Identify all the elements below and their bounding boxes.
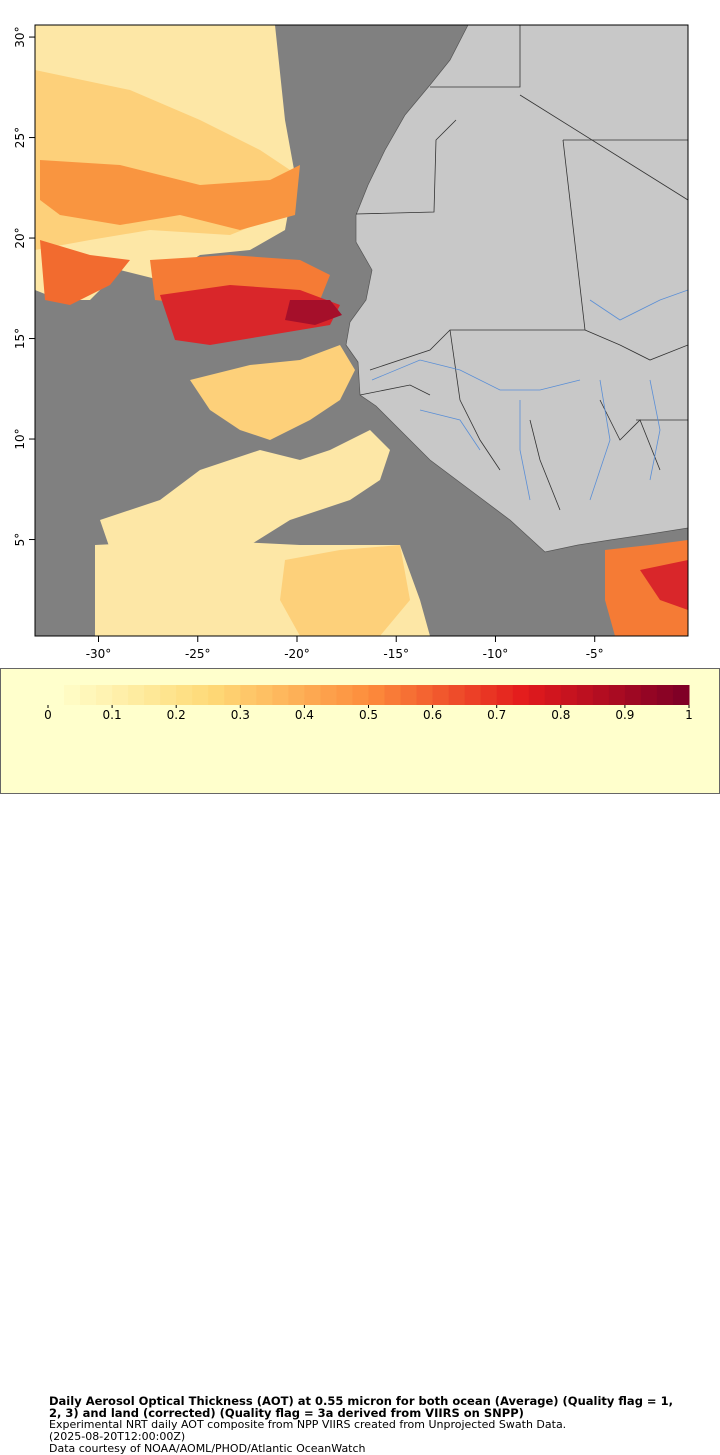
colorbar-cell <box>384 685 402 705</box>
y-tick-label: 10° <box>13 428 27 449</box>
colorbar-cell <box>480 685 498 705</box>
colorbar-cell <box>128 685 145 705</box>
caption-title: 2, 3) and land (corrected) (Quality flag… <box>49 1406 524 1420</box>
colorbar-cell <box>96 685 113 705</box>
colorbar-cell <box>416 685 434 705</box>
colorbar-tick-label: 0.8 <box>551 708 570 722</box>
colorbar-cell <box>288 685 305 705</box>
y-tick-label: 20° <box>13 227 27 248</box>
colorbar-cell <box>624 685 642 705</box>
caption-line: Experimental NRT daily AOT composite fro… <box>49 1418 567 1431</box>
colorbar-cell <box>608 685 626 705</box>
caption: Daily Aerosol Optical Thickness (AOT) at… <box>49 1395 673 1455</box>
colorbar-cell <box>160 685 177 705</box>
colorbar-cell <box>512 685 530 705</box>
y-tick-label: 30° <box>13 26 27 47</box>
colorbar-cell <box>240 685 257 705</box>
colorbar-tick-label: 0.7 <box>487 708 506 722</box>
colorbar-cell <box>192 685 209 705</box>
caption-line: (2025-08-20T12:00:00Z) <box>49 1430 186 1443</box>
x-tick-label: -25° <box>185 647 211 661</box>
borders <box>355 25 688 511</box>
axis-ticks: -30° -25° -20° -15° -10° -5° 5° 10° 15° 20° 25° 30° <box>13 26 604 661</box>
colorbar-cell <box>592 685 610 705</box>
land <box>345 25 688 553</box>
colorbar-tick-label: 0.6 <box>423 708 442 722</box>
colorbar-cell <box>80 685 97 705</box>
x-tick-label: -30° <box>86 647 112 661</box>
colorbar-tick-label: 0.5 <box>359 708 378 722</box>
colorbar-cell <box>672 685 690 705</box>
x-tick-label: -10° <box>483 647 509 661</box>
colorbar-cell <box>144 685 161 705</box>
colorbar-cell <box>656 685 674 705</box>
colorbar-cell <box>576 685 594 705</box>
colorbar-cell <box>272 685 289 705</box>
colorbar-cell <box>336 685 353 705</box>
rivers <box>371 289 688 501</box>
colorbar-cell <box>208 685 225 705</box>
page: {"map": { "xlim": [-33.2, -0.3], "ylim":… <box>0 24 720 1455</box>
colorbar-tick-label: 1 <box>685 708 693 722</box>
colorbar-tick-label: 0.9 <box>615 708 634 722</box>
caption-line: Data courtesy of NOAA/AOML/PHOD/Atlantic… <box>49 1442 366 1455</box>
map-frame <box>34 24 689 637</box>
colorbar-cell <box>560 685 578 705</box>
y-tick-label: 5° <box>13 533 27 547</box>
map-figure: -30° -25° -20° -15° -10° -5° 5° 10° 15° 20° 25° 30° <box>13 24 689 661</box>
colorbar-tick-label: 0.3 <box>231 708 250 722</box>
colorbar-cell <box>320 685 337 705</box>
colorbar-cell <box>528 685 546 705</box>
colorbar-cell <box>224 685 241 705</box>
colorbar-cell <box>368 685 386 705</box>
colorbar-cell <box>464 685 482 705</box>
caption-title: Daily Aerosol Optical Thickness (AOT) at… <box>49 1394 673 1408</box>
x-tick-label: -15° <box>383 647 409 661</box>
colorbar-cell <box>544 685 562 705</box>
colorbar-cell <box>400 685 418 705</box>
y-tick-label: 15° <box>13 328 27 349</box>
map-area <box>35 25 688 636</box>
colorbar-cell <box>64 685 81 705</box>
colorbar-cell <box>640 685 658 705</box>
colorbar-cell <box>304 685 321 705</box>
colorbar-cell <box>432 685 450 705</box>
colorbar-tick-label: 0.4 <box>295 708 314 722</box>
legend-panel: 0 0.1 0.2 0.3 0.4 0.5 0.6 0.7 0.8 0.9 1 Daily Aero… <box>0 668 720 1455</box>
colorbar: 0 0.1 0.2 0.3 0.4 0.5 0.6 0.7 0.8 0.9 1 <box>44 685 693 722</box>
colorbar-cell <box>112 685 129 705</box>
colorbar-cell <box>48 685 65 705</box>
colorbar-tick-label: 0 <box>44 708 52 722</box>
colorbar-cell <box>256 685 273 705</box>
x-tick-label: -20° <box>284 647 310 661</box>
colorbar-cell <box>176 685 193 705</box>
aerosol-field <box>35 25 688 636</box>
colorbar-cell <box>352 685 369 705</box>
colorbar-cell <box>448 685 466 705</box>
y-tick-label: 25° <box>13 127 27 148</box>
colorbar-tick-label: 0.1 <box>103 708 122 722</box>
colorbar-cell <box>496 685 514 705</box>
x-tick-label: -5° <box>586 647 604 661</box>
colorbar-tick-label: 0.2 <box>167 708 186 722</box>
